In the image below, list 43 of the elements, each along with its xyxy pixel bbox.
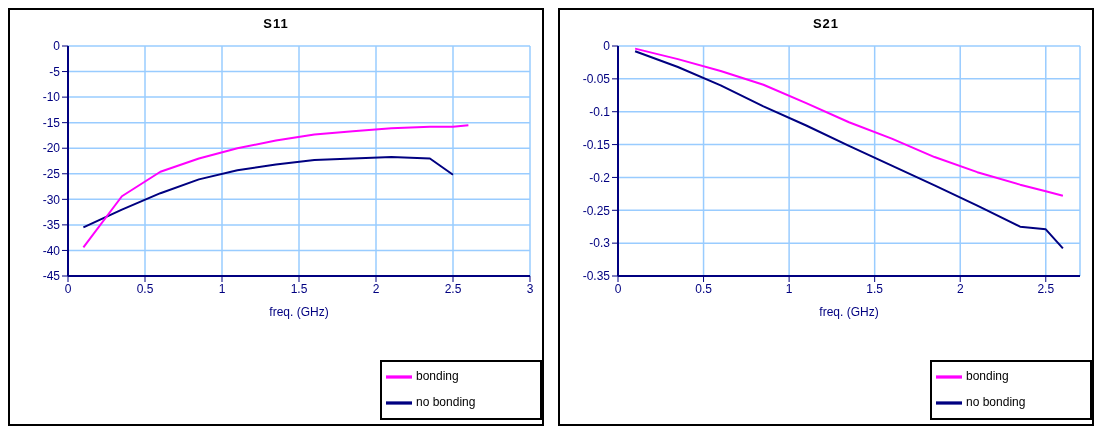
y-tick-label: -0.3 [589,236,611,251]
y-tick-label: -0.05 [582,72,611,87]
x-tick-label: 0.5 [695,281,713,296]
y-tick-label: 0 [603,39,611,54]
x-tick-label: 0 [64,281,72,296]
x-axis-title: freq. (GHz) [819,305,879,319]
y-tick-label: -5 [49,64,61,79]
y-tick-label: -25 [42,167,61,182]
line-series [634,50,1064,250]
x-tick-label: 1 [218,281,226,296]
x-tick-label: 2 [956,281,964,296]
y-tick-label: -35 [42,218,61,233]
chart-title: S21 [811,16,841,31]
y-tick-label: -0.2 [589,170,611,185]
legend-label: no bonding [416,395,476,410]
y-tick-label: -30 [42,192,61,207]
x-tick-label: 2.5 [1037,281,1055,296]
x-tick-label: 0 [614,281,622,296]
chart-title: S11 [262,16,290,31]
x-tick-label: 2.5 [444,281,462,296]
y-tick-label: -15 [42,115,61,130]
line-series [82,124,470,249]
y-tick-label: -20 [42,141,61,156]
x-tick-label: 2 [372,281,380,296]
y-tick-label: -40 [42,243,61,258]
x-tick-label: 1 [785,281,793,296]
y-tick-label: -45 [42,269,61,284]
legend-label: bonding [416,369,459,384]
line-series [82,155,454,229]
x-tick-label: 1.5 [866,281,884,296]
x-tick-label: 3 [526,281,534,296]
y-tick-label: -0.35 [582,269,611,284]
x-axis-title: freq. (GHz) [269,305,329,319]
y-tick-label: -0.15 [582,137,611,152]
legend-label: bonding [966,369,1009,384]
y-tick-label: 0 [53,39,61,54]
legend-label: no bonding [966,395,1026,410]
y-tick-label: -0.25 [582,203,611,218]
y-tick-label: -0.1 [589,104,611,119]
line-series [634,47,1064,197]
x-tick-label: 0.5 [136,281,154,296]
y-tick-label: -10 [42,90,61,105]
x-tick-label: 1.5 [290,281,308,296]
